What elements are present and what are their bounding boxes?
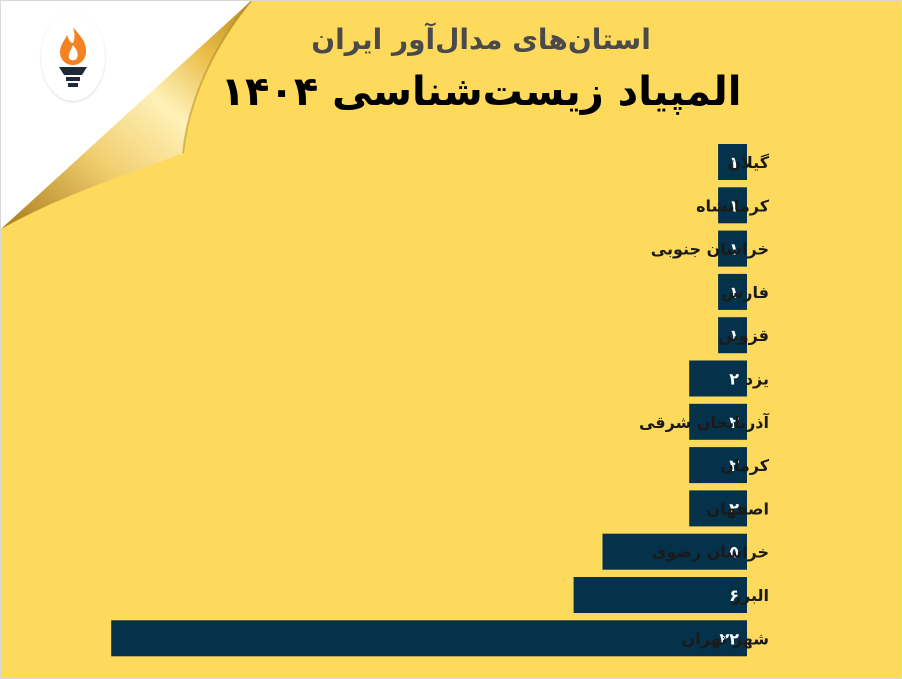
category-label: خراسان جنوبی bbox=[651, 240, 769, 259]
bar-value-label: ۶ bbox=[729, 586, 739, 605]
bar bbox=[689, 360, 747, 397]
category-label: فارس bbox=[721, 283, 769, 302]
bar bbox=[689, 447, 747, 484]
chart-title-line2: المپیاد زیست‌شناسی ۱۴۰۴ bbox=[220, 69, 742, 115]
bar-value-label: ۱ bbox=[729, 153, 739, 172]
bar bbox=[718, 273, 747, 310]
category-label: کرمانشاه bbox=[696, 196, 770, 215]
bar-value-label: ۱ bbox=[729, 326, 739, 345]
category-label: شهر تهران bbox=[682, 629, 769, 648]
torch-icon bbox=[59, 27, 87, 87]
bar bbox=[689, 403, 747, 440]
bar bbox=[718, 187, 747, 224]
bar-value-label: ۱ bbox=[729, 240, 739, 259]
category-label: قزوین bbox=[718, 326, 769, 345]
bar bbox=[573, 577, 747, 613]
bar bbox=[718, 317, 747, 354]
bar-value-label: ۲ bbox=[729, 456, 739, 475]
chart-title-line1: استان‌های مدال‌آور ایران bbox=[311, 23, 651, 56]
bar bbox=[111, 620, 747, 657]
bar bbox=[718, 144, 747, 180]
category-label: خراسان رضوی bbox=[652, 543, 769, 562]
bar-value-label: ۱ bbox=[729, 283, 739, 302]
category-label: اصفهان bbox=[706, 499, 769, 518]
bar-value-label: ۲ bbox=[729, 499, 739, 518]
bar bbox=[689, 490, 747, 527]
bar-value-label: ۲۲ bbox=[719, 629, 739, 648]
bar-value-label: ۲ bbox=[729, 370, 739, 389]
bar-value-label: ۵ bbox=[729, 543, 739, 562]
torch-logo bbox=[41, 13, 105, 101]
category-label: یزد bbox=[745, 370, 769, 389]
bar-value-label: ۲ bbox=[729, 413, 739, 432]
category-label: آذربایجان شرقی bbox=[639, 412, 770, 432]
bar bbox=[602, 533, 747, 570]
bar-value-label: ۱ bbox=[729, 196, 739, 215]
category-label: البرز bbox=[731, 586, 769, 605]
category-label: کرمان bbox=[720, 456, 770, 475]
category-label: گیلان bbox=[727, 153, 769, 172]
bar bbox=[718, 230, 747, 267]
